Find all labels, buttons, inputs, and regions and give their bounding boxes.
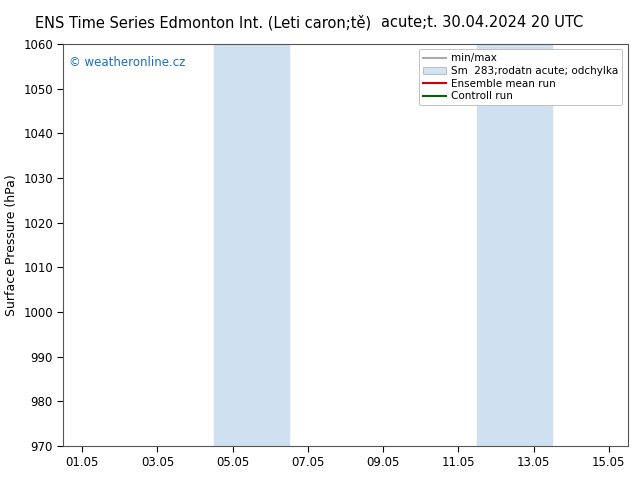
- Text: © weatheronline.cz: © weatheronline.cz: [69, 56, 185, 69]
- Bar: [214, 44, 289, 446]
- Y-axis label: Surface Pressure (hPa): Surface Pressure (hPa): [4, 174, 18, 316]
- Bar: [477, 44, 552, 446]
- Legend: min/max, Sm  283;rodatn acute; odchylka, Ensemble mean run, Controll run: min/max, Sm 283;rodatn acute; odchylka, …: [418, 49, 623, 105]
- Text: ENS Time Series Edmonton Int. (Leti caron;tě): ENS Time Series Edmonton Int. (Leti caro…: [35, 15, 371, 30]
- Text: acute;t. 30.04.2024 20 UTC: acute;t. 30.04.2024 20 UTC: [380, 15, 583, 30]
